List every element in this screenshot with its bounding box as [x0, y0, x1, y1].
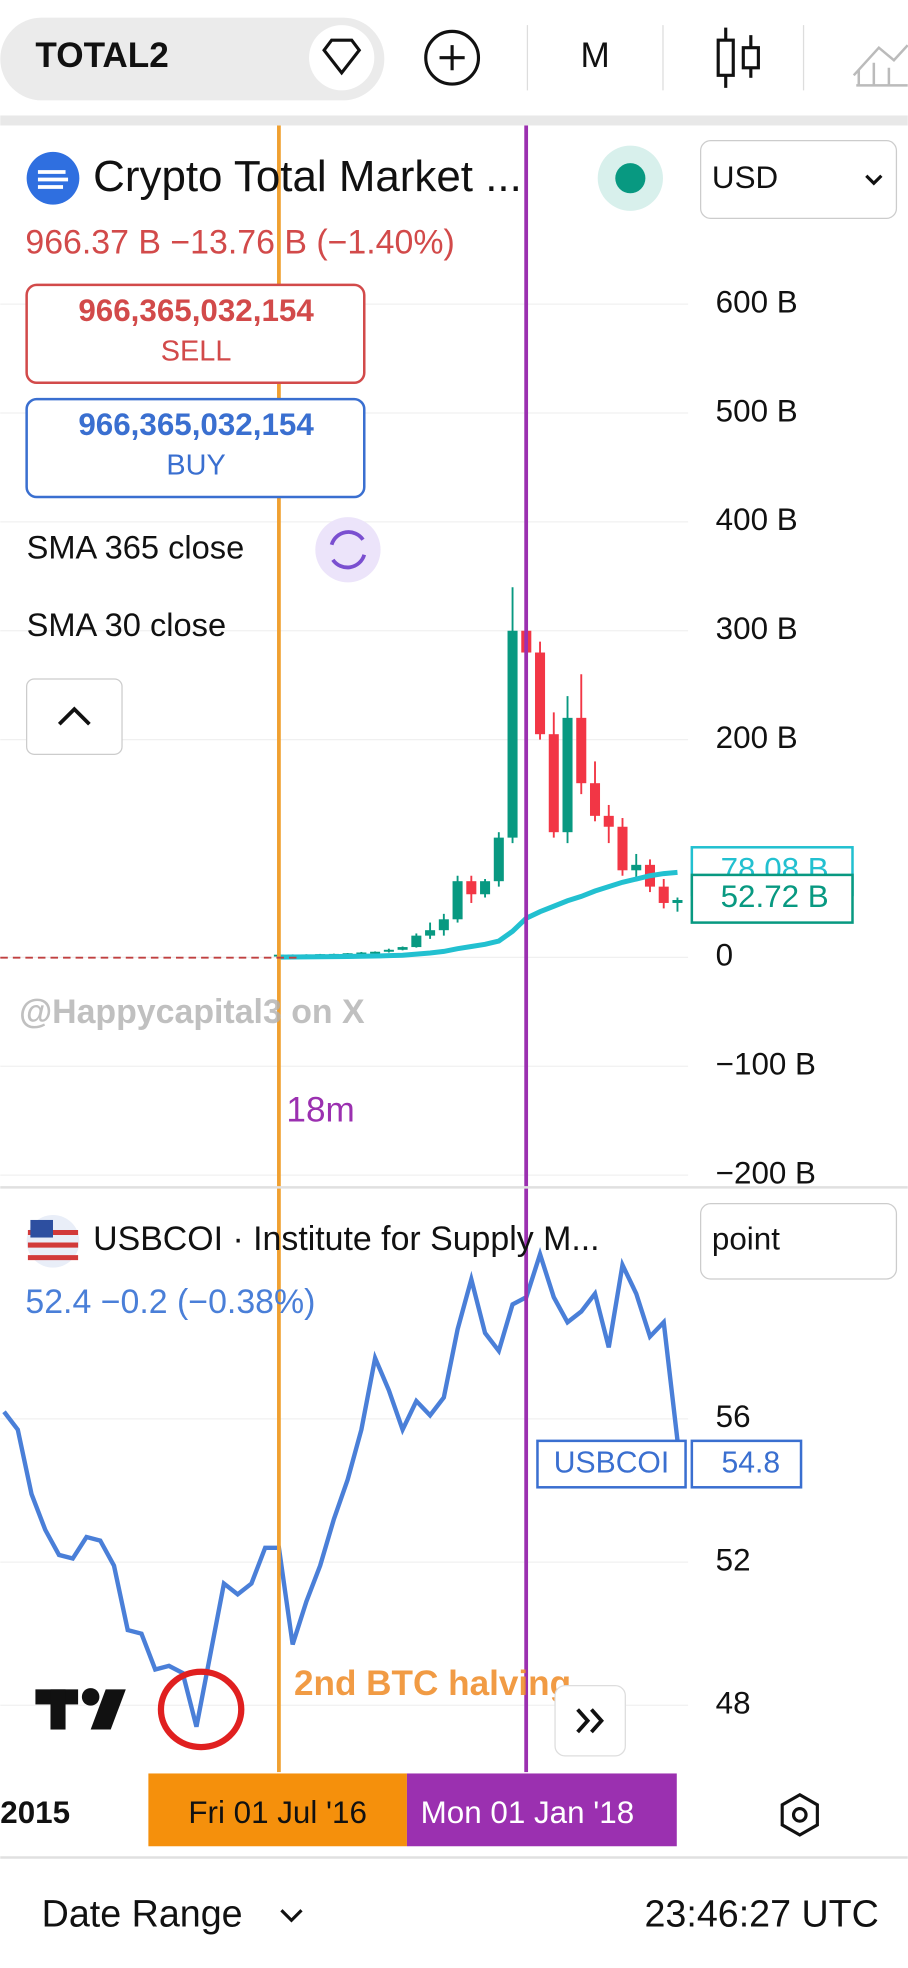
x-label: Fri 01 Jul '16 — [188, 1795, 367, 1830]
candle-body — [466, 881, 477, 895]
diamond-icon — [322, 38, 362, 76]
y-tick-label: 500 B — [716, 393, 798, 428]
candle-body — [438, 919, 449, 931]
interval[interactable]: M — [581, 36, 610, 75]
candle-body — [493, 837, 504, 882]
separator — [0, 115, 908, 126]
date-badge — [148, 1773, 407, 1847]
lower-chart: 48 52 56 — [0, 1247, 751, 1728]
candle-body — [480, 881, 491, 895]
candle-body — [425, 930, 436, 936]
refresh-icon — [329, 530, 367, 570]
candle-body — [535, 652, 546, 735]
lower-title: USBCOI · Institute for Supply M... — [93, 1220, 599, 1258]
candle-body — [658, 886, 669, 903]
candle-body — [356, 952, 367, 955]
unit[interactable]: point — [712, 1222, 780, 1257]
sell-price[interactable]: 966,365,032,154 — [78, 293, 314, 328]
double-chevron — [576, 1708, 604, 1734]
candle-body — [383, 949, 394, 952]
date-badge — [406, 1773, 677, 1847]
candle-body — [548, 734, 559, 833]
close-tag — [690, 873, 854, 924]
collapse-button[interactable] — [26, 678, 123, 755]
range-note: 18m — [286, 1090, 354, 1129]
candle-body — [589, 783, 601, 816]
refresh-button[interactable] — [315, 517, 381, 583]
y-tick-label: 400 B — [716, 502, 798, 537]
diamond-button[interactable] — [309, 25, 375, 91]
settings-button[interactable] — [780, 1792, 819, 1837]
plus-icon — [439, 45, 465, 71]
candle-body — [603, 815, 614, 827]
buy-label[interactable]: BUY — [166, 450, 225, 482]
x-label: 2015 — [0, 1795, 70, 1830]
currency-select[interactable] — [700, 139, 898, 220]
chevron-up — [57, 706, 91, 726]
settings-dot — [791, 1807, 808, 1823]
candle-type-button[interactable] — [716, 27, 760, 88]
candle-body — [411, 935, 422, 948]
watermark: @Happycapital3 on X — [19, 993, 365, 1031]
logo-lines — [37, 170, 69, 189]
symbol-pill[interactable] — [0, 17, 385, 101]
candle-body — [631, 864, 642, 871]
candle-body — [576, 717, 587, 784]
y-tick-label: −200 B — [716, 1155, 816, 1190]
buy-button[interactable] — [25, 397, 366, 499]
chevron — [280, 1909, 303, 1923]
y-tick-label: −100 B — [716, 1047, 816, 1082]
value-tag-label: 54.8 — [722, 1447, 781, 1480]
currency[interactable]: USD — [712, 160, 778, 195]
series-tag-label: USBCOI — [554, 1447, 669, 1480]
date-range[interactable]: Date Range — [42, 1892, 243, 1934]
x-label: Mon 01 Jan '18 — [421, 1795, 634, 1830]
candle-body — [452, 881, 463, 920]
close-tag-label: 52.72 B — [721, 879, 829, 914]
value-tag — [690, 1439, 803, 1489]
y-tick-label: 0 — [716, 938, 733, 973]
sma-line — [278, 869, 678, 960]
flag-canton — [30, 1219, 53, 1238]
symbol[interactable]: TOTAL2 — [35, 36, 168, 75]
sell-button[interactable] — [25, 283, 366, 385]
y-tick-label: 300 B — [716, 611, 798, 646]
candle-body — [397, 947, 408, 950]
clock: 23:46:27 UTC — [645, 1892, 879, 1934]
series-line — [2, 1247, 680, 1728]
buy-price[interactable]: 966,365,032,154 — [78, 407, 314, 442]
lower-quote: 52.4 −0.2 (−0.38%) — [25, 1283, 315, 1321]
candle-body — [507, 630, 518, 838]
candle-body — [617, 826, 628, 871]
chevron — [865, 174, 883, 186]
y-tick-label: 600 B — [716, 284, 798, 319]
annotation: 2nd BTC halving — [294, 1664, 571, 1703]
indicator-button[interactable] — [852, 44, 908, 87]
add-button[interactable] — [424, 29, 481, 86]
candle-body — [672, 900, 683, 903]
indicator-label: SMA 365 close — [27, 528, 245, 565]
market-status — [615, 163, 646, 194]
candle-body — [370, 951, 381, 954]
indicator-label: SMA 30 close — [27, 606, 226, 643]
y-tick-label: 200 B — [716, 720, 798, 755]
unit-box[interactable] — [700, 1203, 898, 1280]
chart-title: Crypto Total Market ... — [93, 152, 522, 201]
tv-logo — [35, 1688, 126, 1730]
circle-annotation — [157, 1668, 245, 1751]
sell-label[interactable]: SELL — [161, 335, 232, 367]
quote: 966.37 B −13.76 B (−1.40%) — [25, 224, 454, 262]
candle-body — [562, 717, 573, 833]
y-tick-label: 56 — [716, 1399, 751, 1434]
y-tick-label: 52 — [716, 1542, 751, 1577]
y-tick-label: 48 — [716, 1686, 751, 1721]
series-tag — [536, 1439, 687, 1489]
